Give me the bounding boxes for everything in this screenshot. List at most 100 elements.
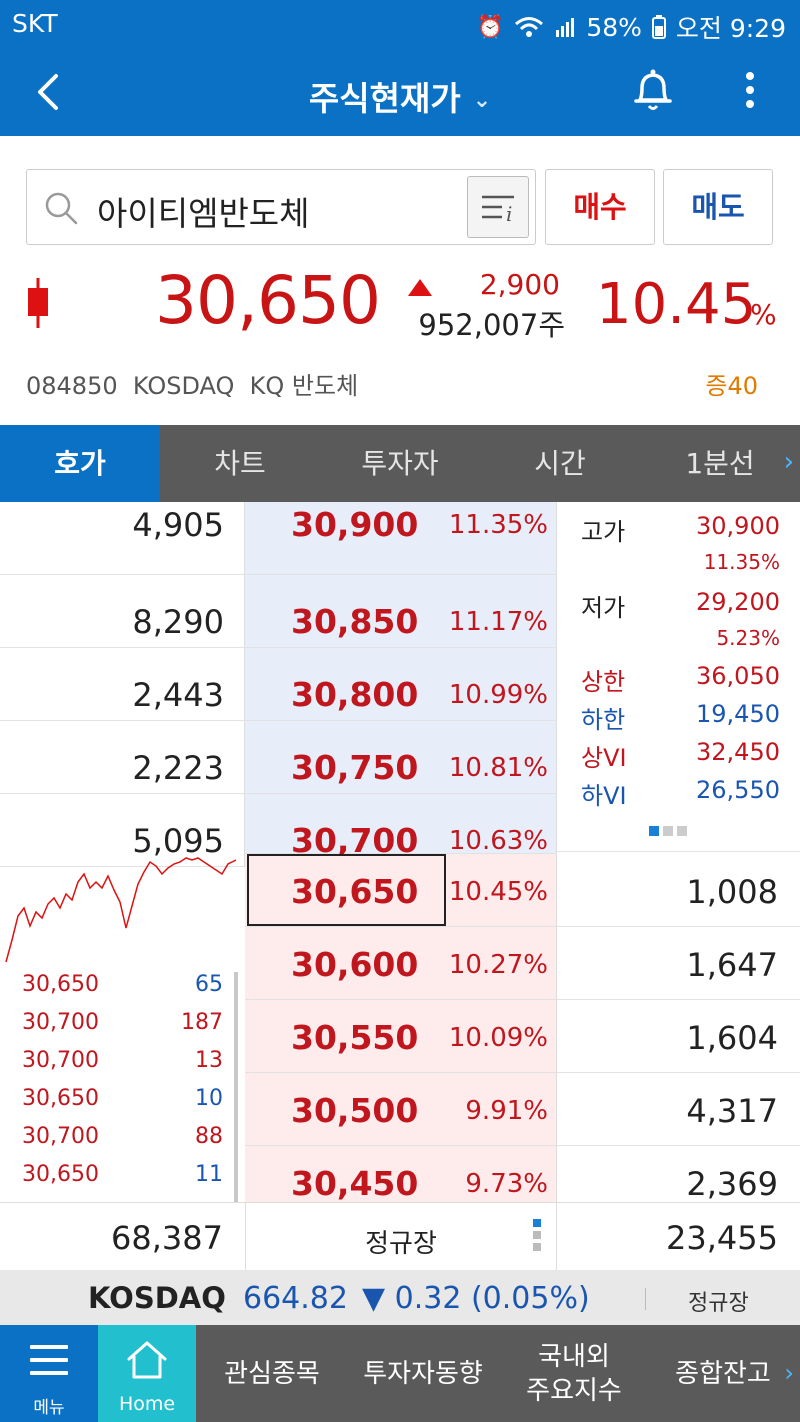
bid-percent: 9.73% xyxy=(465,1169,548,1199)
trade-quantity: 13 xyxy=(195,1048,223,1073)
recent-trades[interactable]: 30,650 65 30,700 187 30,700 13 30,650 10 30,… xyxy=(0,964,245,1202)
low-price: 29,200 xyxy=(696,588,780,616)
trade-price: 30,650 xyxy=(22,972,99,997)
bid-price: 30,550 xyxy=(291,1018,419,1057)
ask-percent: 10.81% xyxy=(448,753,548,783)
nav-investor-trend[interactable]: 투자자동향 xyxy=(363,1358,483,1389)
ask-price-cell[interactable]: 30,900 11.35% xyxy=(245,502,557,575)
bid-price-cell[interactable]: 30,600 10.27% xyxy=(245,927,557,1000)
current-price: 30,650 xyxy=(155,262,381,339)
stock-search-field[interactable]: 아이티엠반도체 i xyxy=(26,169,536,245)
nav-balance[interactable]: 종합잔고 xyxy=(675,1358,771,1389)
ask-row[interactable]: 8,290 30,850 11.17% xyxy=(0,575,800,648)
low-label: 저가 xyxy=(581,594,626,622)
upper-limit: 36,050 xyxy=(696,662,780,690)
trade-quantity: 11 xyxy=(195,1162,223,1187)
bid-percent: 9.91% xyxy=(465,1096,548,1126)
ask-price-cell[interactable]: 30,750 10.81% xyxy=(245,721,557,794)
candle-icon xyxy=(28,278,48,328)
ask-row[interactable]: 5,095 30,700 10.63% xyxy=(0,794,800,867)
index-session: 정규장 xyxy=(688,1291,749,1316)
home-icon xyxy=(127,1341,167,1379)
nav-menu[interactable]: 메뉴 xyxy=(0,1325,98,1422)
ask-row[interactable]: 2,443 30,800 10.99% xyxy=(0,648,800,721)
bid-price-cell[interactable]: 30,500 9.91% xyxy=(245,1073,557,1146)
stock-info-list-button[interactable]: i xyxy=(467,176,529,238)
bid-price: 30,650 xyxy=(291,872,419,911)
ask-row[interactable]: 2,223 30,750 10.81% xyxy=(0,721,800,794)
orderbook-summary: 68,387 정규장 23,455 xyxy=(0,1202,800,1271)
list-info-icon: i xyxy=(482,195,514,226)
ask-price-cell[interactable]: 30,800 10.99% xyxy=(245,648,557,721)
margin-rate: 증40 xyxy=(705,372,758,400)
index-change: ▼ 0.32 (0.05%) xyxy=(362,1281,590,1316)
trades-scrollbar[interactable] xyxy=(234,972,238,1202)
market-name: KOSDAQ xyxy=(132,372,235,400)
bid-row[interactable]: 30,600 10.27% 1,647 xyxy=(0,927,800,1000)
tab-orderbook[interactable]: 호가 xyxy=(0,425,160,502)
ask-price-cell[interactable]: 30,700 10.63% xyxy=(245,794,557,860)
nav-watchlist[interactable]: 관심종목 xyxy=(224,1358,320,1389)
bid-price-cell[interactable]: 30,650 10.45% xyxy=(245,854,557,927)
tab-time[interactable]: 시간 xyxy=(534,447,586,480)
buy-button[interactable]: 매수 xyxy=(545,169,655,245)
more-menu-icon[interactable] xyxy=(735,68,765,118)
clock: 오전 9:29 xyxy=(675,14,786,43)
trade-price: 30,650 xyxy=(22,1162,99,1187)
trade-price: 30,700 xyxy=(22,1048,99,1073)
trade-price: 30,650 xyxy=(22,1086,99,1111)
lower-limit: 19,450 xyxy=(696,700,780,728)
change-percent: 10.45 xyxy=(596,272,757,337)
upper-limit-label: 상한 xyxy=(581,668,626,696)
sector-name: KQ 반도체 xyxy=(249,372,359,400)
trade-price: 30,700 xyxy=(22,1010,99,1035)
tab-investor[interactable]: 투자자 xyxy=(361,447,439,480)
bid-row[interactable]: 30,500 9.91% 4,317 xyxy=(0,1073,800,1146)
vi-up-label: 상VI xyxy=(581,744,627,772)
signal-icon xyxy=(556,18,575,37)
total-bid-quantity: 23,455 xyxy=(666,1219,778,1257)
stock-name: 아이티엠반도체 xyxy=(97,194,310,233)
trade-quantity: 187 xyxy=(181,1010,223,1035)
bid-price-cell[interactable]: 30,450 9.73% xyxy=(245,1146,557,1202)
ask-row[interactable]: 4,905 30,900 11.35% xyxy=(0,502,800,575)
bell-icon[interactable] xyxy=(630,66,676,116)
tab-chart[interactable]: 차트 xyxy=(214,447,266,480)
bid-percent: 10.45% xyxy=(448,877,548,907)
ask-quantity: 2,223 xyxy=(0,721,245,794)
ask-percent: 10.63% xyxy=(448,826,548,856)
chevron-right-icon[interactable]: › xyxy=(784,1359,794,1387)
bid-price-cell[interactable]: 30,550 10.09% xyxy=(245,1000,557,1073)
ask-quantity: 2,443 xyxy=(0,648,245,721)
bid-row[interactable]: 30,450 9.73% 2,369 xyxy=(0,1146,800,1202)
market-index-bar[interactable]: KOSDAQ 664.82 ▼ 0.32 (0.05%) 정규장 xyxy=(0,1270,800,1325)
bid-row[interactable]: 30,550 10.09% 1,604 xyxy=(0,1000,800,1073)
nav-major-indices[interactable]: 국내외 주요지수 xyxy=(526,1341,622,1406)
ask-price-cell[interactable]: 30,850 11.17% xyxy=(245,575,557,648)
ask-percent: 11.17% xyxy=(448,607,548,637)
menu-icon xyxy=(30,1345,68,1384)
low-percent: 5.23% xyxy=(716,626,780,650)
ask-percent: 11.35% xyxy=(448,510,548,540)
session-cell[interactable]: 정규장 xyxy=(245,1203,557,1271)
back-arrow-icon[interactable] xyxy=(26,64,76,120)
order-book: 4,905 30,900 11.35% 8,290 30,850 11.17% 2,… xyxy=(0,502,800,1202)
high-label: 고가 xyxy=(581,518,626,546)
vi-up: 32,450 xyxy=(696,738,780,766)
nav-home-label: Home xyxy=(118,1393,176,1415)
tab-1min[interactable]: 1분선 xyxy=(685,447,755,480)
ask-price: 30,900 xyxy=(291,505,419,544)
sell-button[interactable]: 매도 xyxy=(663,169,773,245)
screen-title[interactable]: 주식현재가 ⌄ xyxy=(0,72,800,120)
price-info-panel[interactable]: 고가 30,900 11.35% 저가 29,200 5.23% 상한 36,0… xyxy=(557,502,800,852)
nav-home[interactable]: Home xyxy=(98,1325,196,1422)
high-percent: 11.35% xyxy=(703,550,780,574)
intraday-sparkline xyxy=(5,857,237,963)
app-header: 주식현재가 ⌄ xyxy=(0,50,800,136)
stock-meta: 084850 KOSDAQ KQ 반도체 xyxy=(26,366,358,401)
battery-icon xyxy=(651,15,666,39)
alarm-icon: ⏰ xyxy=(476,14,505,40)
bid-row[interactable]: 30,650 10.45% 1,008 xyxy=(0,854,800,927)
trade-quantity: 10 xyxy=(195,1086,223,1111)
chevron-right-icon[interactable]: › xyxy=(783,447,794,477)
